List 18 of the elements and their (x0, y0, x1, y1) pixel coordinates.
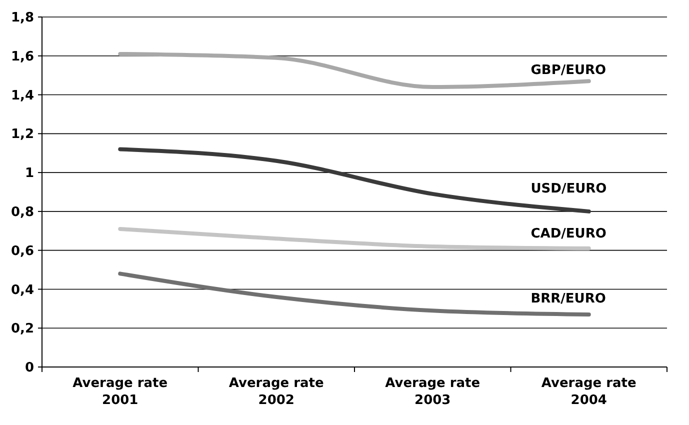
series-label: BRR/EURO (530, 292, 606, 307)
x-tick-label: Average rate 2002 (228, 376, 324, 408)
y-tick-label: 1,6 (10, 49, 34, 64)
y-tick-label: 0,6 (10, 244, 34, 259)
y-tick-label: 1,8 (10, 10, 34, 26)
y-tick-label: 0 (24, 360, 34, 376)
x-tick-label: Average rate 2004 (541, 376, 637, 408)
y-tick-label: 1,4 (10, 88, 34, 104)
y-tick-label: 1 (24, 166, 34, 182)
y-tick-label: 0,4 (10, 282, 34, 298)
x-tick-label: Average rate 2001 (72, 376, 168, 408)
series-label: GBP/EURO (530, 63, 606, 78)
y-tick-label: 0,8 (10, 204, 34, 220)
y-tick-label: 1,2 (10, 127, 34, 142)
x-tick-label: Average rate 2003 (385, 376, 480, 408)
series-label: CAD/EURO (530, 226, 606, 242)
series-label: USD/EURO (530, 182, 607, 197)
y-tick-label: 0,2 (10, 322, 34, 337)
